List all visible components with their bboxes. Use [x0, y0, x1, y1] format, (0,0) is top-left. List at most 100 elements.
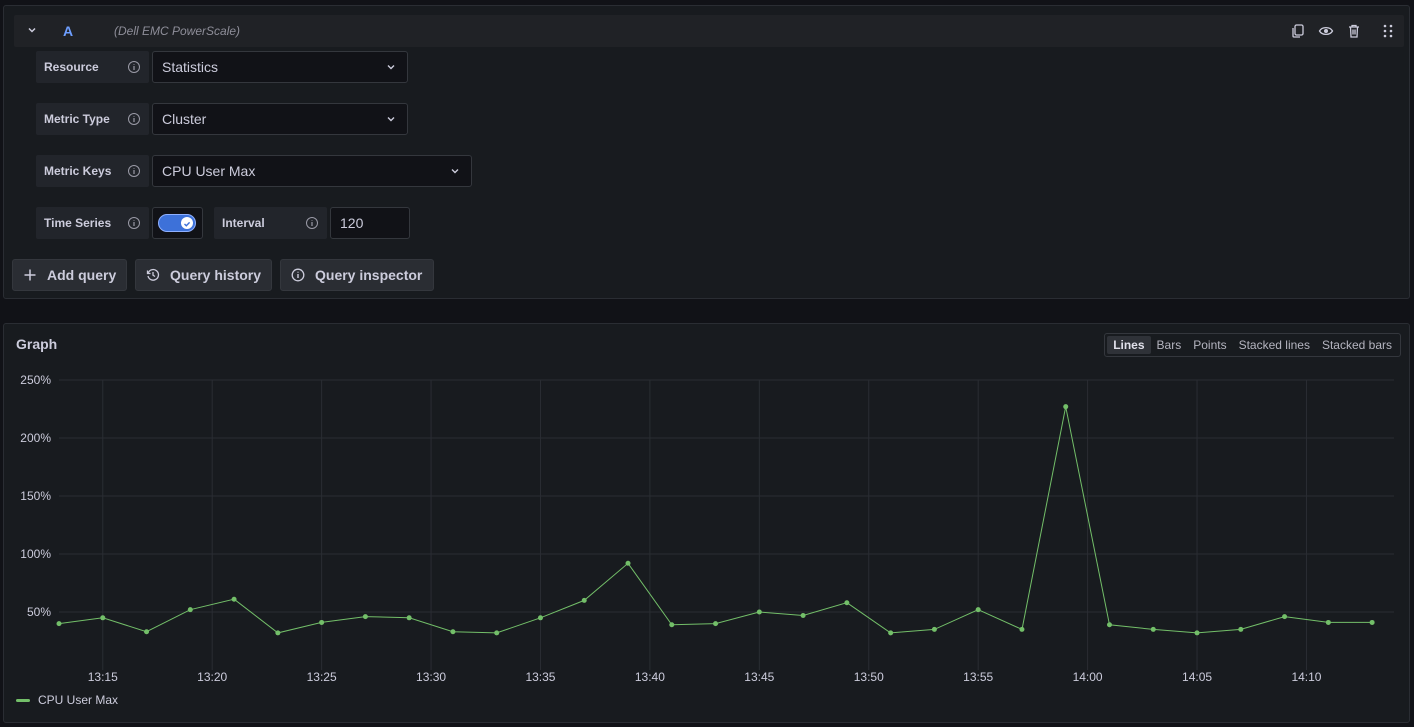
info-circle-icon — [291, 268, 305, 282]
data-point[interactable] — [100, 615, 106, 621]
data-point[interactable] — [581, 597, 587, 603]
time-series-toggle[interactable] — [158, 214, 196, 232]
toggle-check-icon — [181, 217, 193, 229]
info-icon[interactable] — [127, 216, 141, 230]
data-point[interactable] — [362, 614, 368, 620]
data-point[interactable] — [319, 619, 325, 625]
drag-handle-icon[interactable] — [1380, 23, 1396, 39]
x-tick-label: 13:40 — [635, 670, 665, 684]
trash-icon[interactable] — [1346, 23, 1362, 39]
x-tick-label: 13:20 — [197, 670, 227, 684]
data-point[interactable] — [187, 607, 193, 613]
chevron-down-icon — [387, 117, 395, 122]
add-query-label: Add query — [47, 267, 117, 283]
interval-label-text: Interval — [222, 216, 265, 230]
x-tick-label: 13:50 — [854, 670, 884, 684]
info-icon[interactable] — [127, 60, 141, 74]
data-point[interactable] — [450, 629, 456, 635]
eye-icon[interactable] — [1318, 23, 1334, 39]
y-tick-label: 100% — [20, 547, 51, 561]
y-tick-label: 50% — [27, 605, 51, 619]
query-history-button[interactable]: Query history — [135, 259, 272, 291]
data-point[interactable] — [1194, 630, 1200, 636]
chevron-down-icon[interactable] — [25, 23, 39, 37]
data-point[interactable] — [1325, 619, 1331, 625]
data-point[interactable] — [56, 621, 62, 627]
interval-label: Interval — [214, 207, 327, 239]
data-point[interactable] — [713, 621, 719, 627]
history-icon — [146, 268, 160, 281]
copy-icon[interactable] — [1290, 23, 1306, 39]
resource-select[interactable]: Statistics — [152, 51, 408, 83]
metric-type-label-text: Metric Type — [44, 112, 110, 126]
info-icon[interactable] — [127, 112, 141, 126]
data-point[interactable] — [800, 612, 806, 618]
data-point[interactable] — [275, 630, 281, 636]
query-ref-id[interactable]: A — [63, 23, 74, 39]
x-tick-label: 13:15 — [88, 670, 118, 684]
data-point[interactable] — [1150, 626, 1156, 632]
graph-mode-points[interactable]: Points — [1193, 338, 1227, 352]
data-point[interactable] — [1369, 619, 1375, 625]
data-point[interactable] — [625, 560, 631, 566]
graph-mode-stacked-bars[interactable]: Stacked bars — [1321, 338, 1392, 352]
x-tick-label: 13:45 — [744, 670, 774, 684]
series-line-cpu-user-max — [58, 406, 1373, 634]
metric-keys-label: Metric Keys — [36, 155, 149, 187]
x-tick-label: 14:05 — [1182, 670, 1212, 684]
x-tick-label: 13:25 — [307, 670, 337, 684]
graph-mode-lines[interactable]: Lines — [1107, 336, 1151, 354]
info-icon[interactable] — [127, 164, 141, 178]
data-point[interactable] — [931, 626, 937, 632]
metric-type-select[interactable]: Cluster — [152, 103, 408, 135]
resource-label: Resource — [36, 51, 149, 83]
data-point[interactable] — [888, 630, 894, 636]
metric-keys-value: CPU User Max — [162, 163, 256, 179]
metric-keys-select[interactable]: CPU User Max — [152, 155, 472, 187]
metric-keys-label-text: Metric Keys — [44, 164, 112, 178]
data-point[interactable] — [1063, 404, 1069, 410]
resource-label-text: Resource — [44, 60, 99, 74]
data-point[interactable] — [1019, 626, 1025, 632]
data-point[interactable] — [1282, 614, 1288, 620]
query-inspector-button[interactable]: Query inspector — [280, 259, 434, 291]
data-point[interactable] — [537, 615, 543, 621]
time-series-label: Time Series — [36, 207, 149, 239]
chart-legend[interactable]: CPU User Max — [16, 693, 118, 707]
data-point[interactable] — [756, 609, 762, 615]
add-query-button[interactable]: Add query — [12, 259, 127, 291]
data-point[interactable] — [669, 622, 675, 628]
x-tick-label: 13:30 — [416, 670, 446, 684]
line-chart[interactable]: 250% 200% 150% 100% 50% 13:15 13:20 13:25 13:30 1… — [4, 324, 1409, 722]
data-point[interactable] — [144, 629, 150, 635]
query-inspector-label: Query inspector — [315, 267, 423, 283]
graph-mode-selector: Lines Bars Points Stacked lines Stacked bars — [1104, 333, 1401, 357]
query-row-header: A (Dell EMC PowerScale) — [14, 15, 1404, 47]
x-tick-label: 14:00 — [1073, 670, 1103, 684]
data-point[interactable] — [231, 596, 237, 602]
x-tick-label: 13:35 — [525, 670, 555, 684]
graph-mode-bars[interactable]: Bars — [1156, 338, 1182, 352]
data-point[interactable] — [1106, 622, 1112, 628]
data-point[interactable] — [494, 630, 500, 636]
datasource-name: (Dell EMC PowerScale) — [114, 24, 241, 38]
y-tick-label: 150% — [20, 489, 51, 503]
legend-label: CPU User Max — [38, 693, 119, 707]
info-icon[interactable] — [305, 216, 319, 230]
chevron-down-icon — [387, 65, 395, 70]
graph-panel: 250% 200% 150% 100% 50% 13:15 13:20 13:25 13:30 1… — [3, 323, 1410, 723]
y-tick-label: 250% — [20, 373, 51, 387]
data-point[interactable] — [975, 607, 981, 613]
data-point[interactable] — [844, 600, 850, 606]
query-editor-panel: A (Dell EMC PowerScale) Resource Statist… — [3, 5, 1410, 299]
data-point[interactable] — [406, 615, 412, 621]
graph-title: Graph — [16, 336, 58, 352]
x-tick-label: 13:55 — [963, 670, 993, 684]
data-point[interactable] — [1238, 626, 1244, 632]
query-history-label: Query history — [170, 267, 262, 283]
y-tick-label: 200% — [20, 431, 51, 445]
graph-mode-stacked-lines[interactable]: Stacked lines — [1238, 338, 1310, 352]
interval-value: 120 — [340, 215, 364, 231]
plus-icon — [24, 269, 36, 281]
interval-input[interactable]: 120 — [330, 207, 410, 239]
